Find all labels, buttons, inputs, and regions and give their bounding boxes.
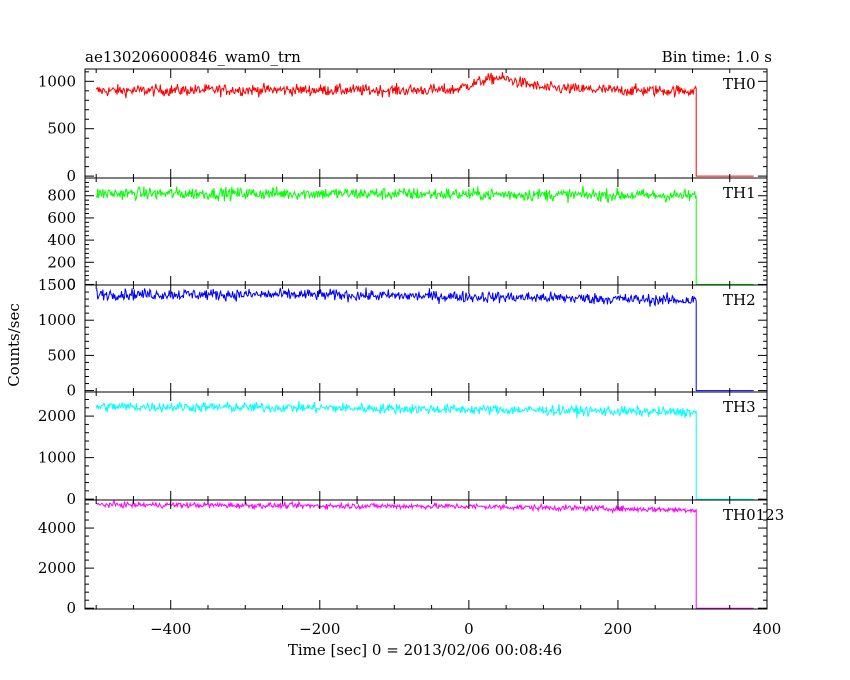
x-tick-label: 400 xyxy=(753,620,782,638)
panel-th0123: 0 2000 4000 TH0123 xyxy=(38,499,784,617)
panel-label-th2: TH2 xyxy=(723,291,756,309)
panels-group: 0 500 1000 TH0 0 200 400 600 800 TH1 0 500 1000 1500 T… xyxy=(38,68,784,638)
x-tick-label: −400 xyxy=(150,620,191,638)
y-tick-label: 800 xyxy=(47,187,76,205)
y-tick-label: 500 xyxy=(47,120,76,138)
y-tick-label: 2000 xyxy=(38,407,76,425)
panel-th2: 0 500 1000 1500 TH2 xyxy=(38,276,768,400)
y-axis-label: Counts/sec xyxy=(5,303,23,387)
panel-th3: 0 1000 2000 TH3 xyxy=(38,391,768,508)
panel-label-th1: TH1 xyxy=(723,184,756,202)
y-tick-label: 200 xyxy=(47,253,76,271)
panel-frame xyxy=(84,499,768,610)
panel-label-th0123: TH0123 xyxy=(723,506,784,524)
y-tick-label: 1000 xyxy=(38,311,76,329)
y-tick-label: 400 xyxy=(47,231,76,249)
x-tick-label: −200 xyxy=(299,620,340,638)
panel-frame xyxy=(84,391,768,501)
x-tick-label: 0 xyxy=(464,620,474,638)
x-tick-label: 200 xyxy=(604,620,633,638)
bin-time-label: Bin time: 1.0 s xyxy=(662,48,772,66)
y-tick-label: 2000 xyxy=(38,559,76,577)
panel-th1: 0 200 400 600 800 TH1 xyxy=(47,177,768,293)
y-tick-label: 600 xyxy=(47,209,76,227)
series-line-th0 xyxy=(95,72,754,177)
y-tick-label: 0 xyxy=(66,599,76,617)
y-tick-label: 0 xyxy=(66,382,76,400)
y-tick-label: 4000 xyxy=(38,519,76,537)
panel-frame xyxy=(84,284,768,393)
y-tick-label: 1500 xyxy=(38,276,76,294)
y-tick-label: 1000 xyxy=(38,72,76,90)
series-line-th0123 xyxy=(96,499,754,609)
panel-label-th0: TH0 xyxy=(723,75,756,93)
panel-th0: 0 500 1000 TH0 xyxy=(38,68,768,185)
y-tick-label: 0 xyxy=(66,275,76,293)
y-tick-label: 500 xyxy=(47,346,76,364)
y-tick-label: 0 xyxy=(66,490,76,508)
series-line-th1 xyxy=(95,185,754,285)
x-axis-label: Time [sec] 0 = 2013/02/06 00:08:46 xyxy=(288,641,562,659)
y-tick-label: 0 xyxy=(66,167,76,185)
panel-label-th3: TH3 xyxy=(723,398,756,416)
y-tick-label: 1000 xyxy=(38,449,76,467)
series-line-th2 xyxy=(95,287,754,392)
panel-frame xyxy=(84,68,768,179)
chart-title: ae130206000846_wam0_trn xyxy=(85,48,301,66)
series-line-th3 xyxy=(95,401,754,500)
